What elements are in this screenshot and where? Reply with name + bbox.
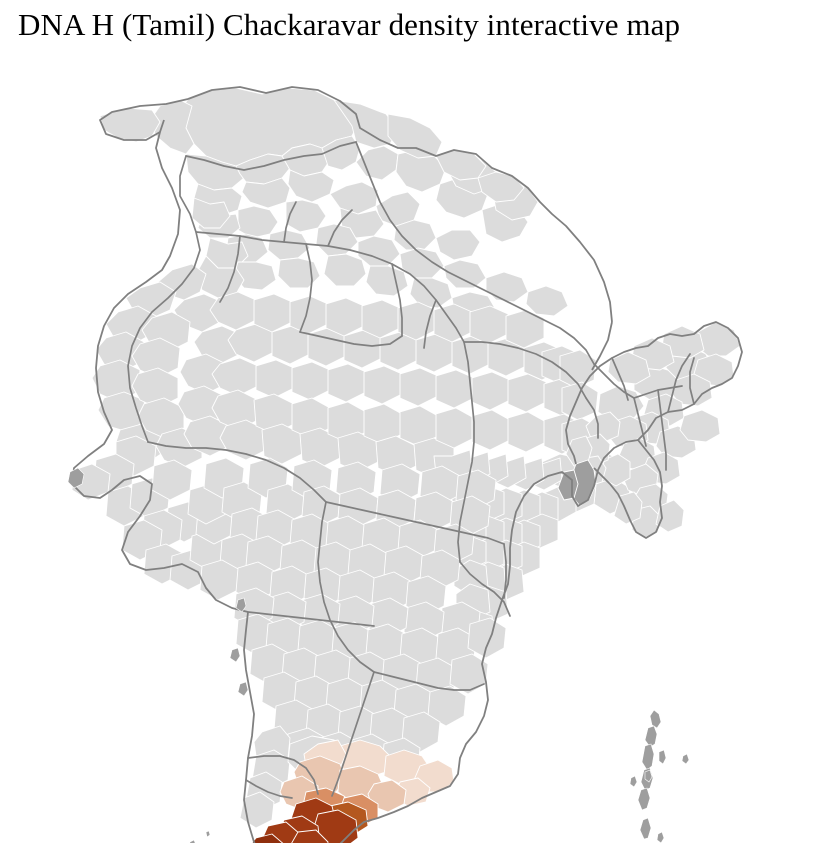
andaman-nicobar-islands[interactable] — [629, 709, 694, 843]
page-title: DNA H (Tamil) Chackaravar density intera… — [18, 7, 681, 42]
india-choropleth-map[interactable] — [0, 44, 838, 843]
lakshadweep-islands[interactable] — [180, 830, 211, 843]
district-kanyakumari[interactable] — [248, 833, 290, 843]
state-boundaries-layer — [71, 86, 743, 843]
district-tirunelveli-east[interactable] — [290, 829, 329, 843]
map-container[interactable] — [0, 44, 838, 843]
tamil-nadu-choropleth-layer[interactable] — [248, 739, 455, 843]
map-base-layer — [71, 87, 741, 829]
west-coast-outliers — [67, 467, 249, 697]
